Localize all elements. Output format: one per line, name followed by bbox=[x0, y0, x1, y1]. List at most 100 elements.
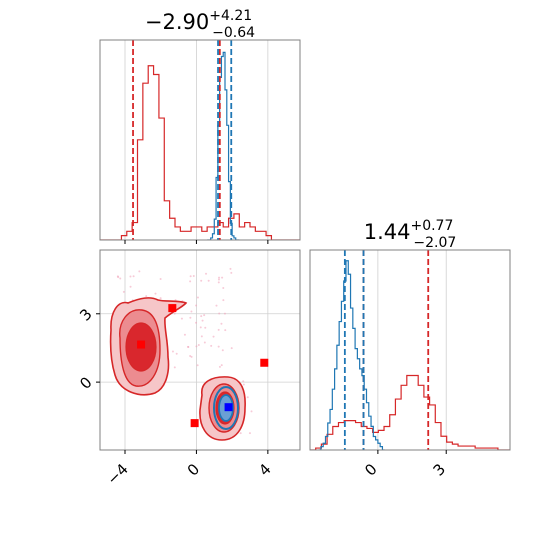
param2-title: 1.44+0.77 −2.07 bbox=[364, 218, 457, 251]
hist2-xtick-label: 0 bbox=[361, 460, 380, 479]
hist1-blue-series-group bbox=[207, 51, 240, 240]
scatter-sample-point bbox=[159, 297, 162, 300]
scatter-sample-point bbox=[132, 275, 135, 278]
scatter-sample-point bbox=[129, 285, 132, 288]
scatter-sample-point bbox=[171, 350, 174, 353]
hist2-red-series bbox=[310, 374, 510, 450]
scatter-sample-point bbox=[217, 345, 220, 348]
scatter-ytick-label: 0 bbox=[76, 373, 95, 392]
scatter-sample-point bbox=[205, 272, 208, 275]
scatter-sample-point bbox=[230, 347, 233, 350]
scatter-sample-point bbox=[190, 310, 193, 313]
scatter-sample-point bbox=[221, 349, 224, 352]
hist2-blue-series-group bbox=[318, 260, 385, 450]
scatter-red-marker-1 bbox=[168, 304, 177, 313]
scatter-content bbox=[109, 267, 269, 441]
scatter-sample-point bbox=[242, 380, 245, 383]
scatter-sample-point bbox=[229, 267, 232, 270]
scatter-sample-point bbox=[119, 277, 122, 280]
scatter-sample-point bbox=[189, 316, 192, 319]
scatter-sample-point bbox=[220, 364, 223, 367]
param1-title-upper-error: +4.21 bbox=[209, 8, 252, 24]
scatter-sample-point bbox=[230, 271, 233, 274]
scatter-xtick-label: −4 bbox=[103, 460, 131, 488]
scatter-xtick-label: 4 bbox=[255, 460, 274, 479]
scatter-sample-point bbox=[220, 322, 223, 325]
scatter-sample-point bbox=[196, 364, 199, 367]
scatter-sample-point bbox=[197, 343, 200, 346]
scatter-sample-point bbox=[173, 366, 176, 369]
scatter-sample-point bbox=[117, 276, 120, 279]
hist1-red-series-group bbox=[100, 65, 300, 240]
scatter-sample-point bbox=[239, 432, 242, 435]
scatter-frame bbox=[99, 249, 301, 451]
scatter-sample-point bbox=[203, 341, 206, 344]
param2-title-lower-error: −2.07 bbox=[413, 235, 456, 251]
scatter-sample-point bbox=[215, 304, 218, 307]
scatter-sample-point bbox=[242, 383, 245, 386]
scatter-sample-point bbox=[189, 354, 192, 357]
scatter-sample-point bbox=[200, 315, 203, 318]
param1-title-main: −2.90 bbox=[145, 10, 209, 34]
hist2-frame bbox=[309, 249, 511, 451]
scatter-red-marker-2 bbox=[190, 419, 199, 428]
scatter-sample-point bbox=[154, 292, 157, 295]
scatter-red-marker-0 bbox=[137, 340, 146, 349]
scatter-sample-point bbox=[246, 396, 249, 399]
hist1-red-series bbox=[100, 65, 300, 240]
hist2-blue-series bbox=[318, 260, 385, 450]
scatter-sample-point bbox=[199, 326, 202, 329]
scatter-sample-point bbox=[200, 335, 203, 338]
scatter-red-marker-3 bbox=[260, 358, 269, 367]
scatter-sample-point bbox=[173, 312, 176, 315]
scatter-sample-point bbox=[187, 346, 190, 349]
scatter-sample-point bbox=[250, 410, 253, 413]
scatter-sample-point bbox=[207, 279, 210, 282]
scatter-sample-point bbox=[195, 304, 198, 307]
scatter-blue-marker-0 bbox=[224, 403, 233, 412]
scatter-sample-point bbox=[195, 321, 198, 324]
scatter-sample-point bbox=[200, 279, 203, 282]
scatter-sample-point bbox=[175, 352, 178, 355]
hist1-blue-series bbox=[207, 51, 240, 240]
hist2-red-series-group bbox=[310, 374, 510, 450]
hist2-xtick-label: 3 bbox=[430, 460, 449, 479]
scatter-sample-point bbox=[201, 319, 204, 322]
scatter-sample-point bbox=[122, 290, 125, 293]
scatter-sample-point bbox=[159, 278, 162, 281]
scatter-sample-point bbox=[192, 274, 195, 277]
scatter-sample-point bbox=[189, 280, 192, 283]
scatter-sample-point bbox=[217, 328, 220, 331]
scatter-sample-point bbox=[221, 276, 224, 279]
scatter-sample-point bbox=[218, 276, 221, 279]
scatter-xtick-label: 0 bbox=[184, 460, 203, 479]
param1-title: −2.90+4.21 −0.64 bbox=[145, 8, 255, 41]
scatter-sample-point bbox=[183, 333, 186, 336]
scatter-sample-point bbox=[180, 317, 183, 320]
scatter-sample-point bbox=[196, 296, 199, 299]
scatter-sample-point bbox=[129, 275, 132, 278]
scatter-sample-point bbox=[212, 335, 215, 338]
scatter-sample-point bbox=[210, 344, 213, 347]
scatter-sample-point bbox=[195, 345, 198, 348]
scatter-sample-point bbox=[203, 314, 206, 317]
param2-title-upper-error: +0.77 bbox=[410, 218, 453, 234]
scatter-sample-point bbox=[223, 312, 226, 315]
scatter-sample-point bbox=[190, 355, 193, 358]
scatter-sample-point bbox=[217, 278, 220, 281]
param1-title-lower-error: −0.64 bbox=[212, 25, 255, 41]
scatter-sample-point bbox=[248, 432, 251, 435]
scatter-sample-point bbox=[204, 326, 207, 329]
scatter-sample-point bbox=[218, 365, 221, 368]
scatter-sample-point bbox=[217, 281, 220, 284]
contour-blue-outer bbox=[213, 386, 239, 430]
hist1-frame bbox=[99, 39, 301, 241]
scatter-sample-point bbox=[145, 295, 148, 298]
scatter-sample-point bbox=[138, 270, 141, 273]
scatter-ytick-label: 3 bbox=[76, 305, 95, 324]
scatter-sample-point bbox=[224, 329, 227, 332]
param2-title-main: 1.44 bbox=[364, 220, 411, 244]
scatter-sample-point bbox=[222, 299, 225, 302]
scatter-sample-point bbox=[218, 312, 221, 315]
